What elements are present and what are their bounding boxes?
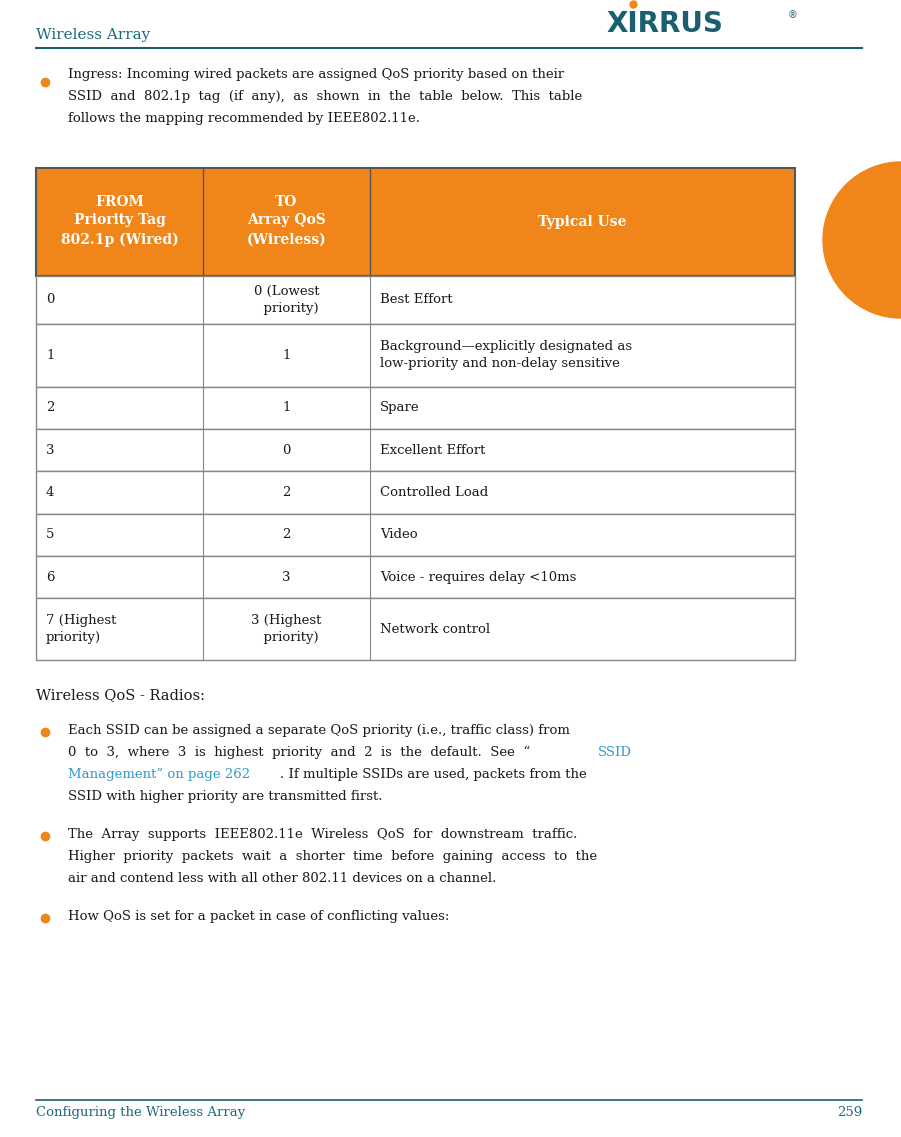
Bar [36,598,795,659]
Text: Voice - requires delay <10ms: Voice - requires delay <10ms [380,571,577,583]
Bar [36,472,795,514]
Bar [36,387,795,429]
Text: 3: 3 [46,443,54,457]
Text: 5: 5 [46,529,54,541]
Text: Spare: Spare [380,401,420,415]
Text: 802.1p (Wired): 802.1p (Wired) [60,233,178,247]
Bar [36,324,795,387]
Text: (Wireless): (Wireless) [247,233,326,247]
Bar [36,556,795,598]
Text: 2: 2 [282,487,291,499]
Text: Each SSID can be assigned a separate QoS priority (i.e., traffic class) from: Each SSID can be assigned a separate QoS… [68,724,569,737]
Text: Array QoS: Array QoS [247,213,326,227]
Text: Management” on page 262: Management” on page 262 [68,767,250,781]
Text: 1: 1 [46,349,54,362]
Text: 0 (Lowest
  priority): 0 (Lowest priority) [254,285,319,315]
Bar [36,514,795,556]
Text: Configuring the Wireless Array: Configuring the Wireless Array [36,1106,245,1119]
Text: 3 (Highest
  priority): 3 (Highest priority) [251,614,322,645]
Text: Wireless QoS - Radios:: Wireless QoS - Radios: [36,688,205,702]
Text: The  Array  supports  IEEE802.11e  Wireless  QoS  for  downstream  traffic.: The Array supports IEEE802.11e Wireless … [68,828,578,841]
Text: ®: ® [788,10,797,20]
Text: 4: 4 [46,487,54,499]
Circle shape [823,161,901,318]
Text: Ingress: Incoming wired packets are assigned QoS priority based on their: Ingress: Incoming wired packets are assi… [68,68,564,81]
Text: Typical Use: Typical Use [538,215,627,229]
Text: 3: 3 [282,571,291,583]
Text: . If multiple SSIDs are used, packets from the: . If multiple SSIDs are used, packets fr… [280,767,587,781]
Text: 0  to  3,  where  3  is  highest  priority  and  2  is  the  default.  See  “: 0 to 3, where 3 is highest priority and … [68,746,531,760]
Bar [36,429,795,472]
Text: air and contend less with all other 802.11 devices on a channel.: air and contend less with all other 802.… [68,872,496,885]
Bar [36,276,795,324]
Text: Excellent Effort: Excellent Effort [380,443,486,457]
Text: SSID: SSID [598,746,632,760]
Text: How QoS is set for a packet in case of conflicting values:: How QoS is set for a packet in case of c… [68,910,450,923]
Text: 259: 259 [837,1106,862,1119]
Text: XIRRUS: XIRRUS [606,10,723,38]
Text: 7 (Highest
priority): 7 (Highest priority) [46,614,116,645]
Text: 1: 1 [282,349,291,362]
Text: 2: 2 [282,529,291,541]
Text: 0: 0 [46,293,54,306]
Text: Controlled Load: Controlled Load [380,487,488,499]
Text: TO: TO [276,196,297,209]
Text: SSID  and  802.1p  tag  (if  any),  as  shown  in  the  table  below.  This  tab: SSID and 802.1p tag (if any), as shown i… [68,90,582,103]
Text: Higher  priority  packets  wait  a  shorter  time  before  gaining  access  to  : Higher priority packets wait a shorter t… [68,850,597,863]
Text: 6: 6 [46,571,54,583]
Bar [36,168,795,276]
Text: FROM: FROM [95,196,144,209]
Text: Best Effort: Best Effort [380,293,452,306]
Text: 1: 1 [282,401,291,415]
Text: Video: Video [380,529,417,541]
Text: Network control: Network control [380,623,490,636]
Text: Background—explicitly designated as
low-priority and non-delay sensitive: Background—explicitly designated as low-… [380,340,633,371]
Text: Wireless Array: Wireless Array [36,28,150,42]
Text: SSID with higher priority are transmitted first.: SSID with higher priority are transmitte… [68,790,383,803]
Text: follows the mapping recommended by IEEE802.11e.: follows the mapping recommended by IEEE8… [68,113,420,125]
Text: 0: 0 [282,443,291,457]
Text: Priority Tag: Priority Tag [74,213,166,227]
Text: 2: 2 [46,401,54,415]
